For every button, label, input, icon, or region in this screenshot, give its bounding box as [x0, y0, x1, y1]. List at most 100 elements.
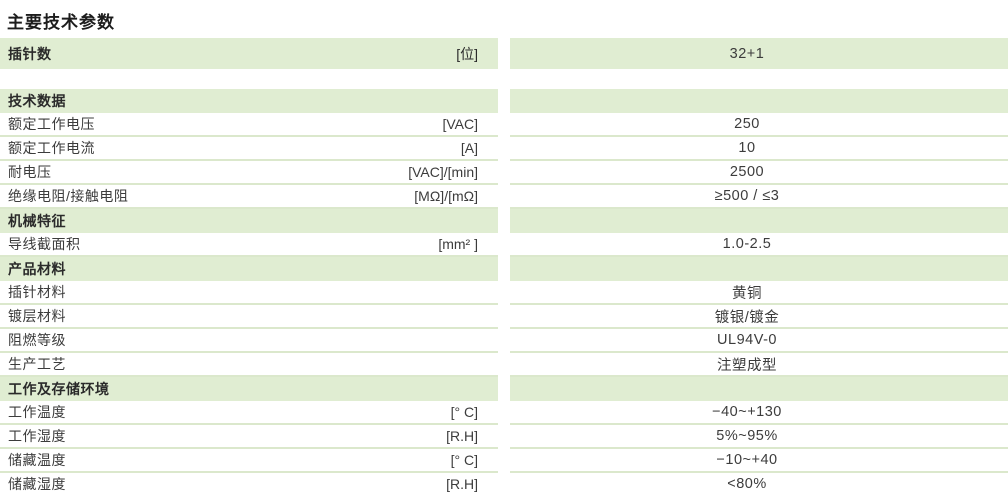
row-value-cell: 1.0-2.5 — [510, 233, 1008, 257]
row-label: 阻燃等级 — [8, 332, 66, 348]
table-row: 插针材料 黄铜 — [0, 281, 1008, 305]
row-value-cell: 32+1 — [510, 38, 1008, 69]
row-label: 工作温度 — [8, 404, 66, 420]
page-title: 主要技术参数 — [7, 13, 115, 32]
table-row: 储藏温度 [° C] −10~+40 — [0, 449, 1008, 473]
table-row: 绝缘电阻/接触电阻 [MΩ]/[mΩ] ≥500 / ≤3 — [0, 185, 1008, 209]
row-label-cell: 工作湿度 [R.H] — [0, 425, 498, 449]
row-label-cell: 插针数 [位] — [0, 38, 498, 69]
row-label-cell: 耐电压 [VAC]/[min] — [0, 161, 498, 185]
row-label-cell: 绝缘电阻/接触电阻 [MΩ]/[mΩ] — [0, 185, 498, 209]
row-value: −40~+130 — [712, 404, 782, 420]
table-row: 阻燃等级 UL94V-0 — [0, 329, 1008, 353]
column-gap — [498, 425, 510, 449]
row-label: 绝缘电阻/接触电阻 — [8, 188, 129, 204]
row-unit: [R.H] — [446, 476, 478, 492]
column-gap — [498, 233, 510, 257]
row-value: 2500 — [729, 164, 765, 180]
row-value-cell: 5%~95% — [510, 425, 1008, 449]
row-value: 10 — [738, 140, 756, 156]
table-row: 工作温度 [° C] −40~+130 — [0, 401, 1008, 425]
column-gap — [498, 38, 510, 69]
table-row: 生产工艺 注塑成型 — [0, 353, 1008, 377]
row-value: 注塑成型 — [717, 357, 777, 374]
row-unit: [R.H] — [446, 428, 478, 444]
row-label: 生产工艺 — [8, 356, 66, 372]
row-unit: [位] — [456, 45, 478, 62]
row-value-cell: 黄铜 — [510, 281, 1008, 305]
row-unit: [VAC] — [442, 116, 478, 132]
column-gap — [498, 185, 510, 209]
table-row: 工作湿度 [R.H] 5%~95% — [0, 425, 1008, 449]
row-label: 额定工作电流 — [8, 140, 95, 156]
section-header-label: 产品材料 — [8, 261, 66, 277]
row-value-cell — [510, 257, 1008, 281]
table-row: 耐电压 [VAC]/[min] 2500 — [0, 161, 1008, 185]
row-label: 储藏温度 — [8, 452, 66, 468]
row-value-cell — [510, 209, 1008, 233]
column-gap — [498, 113, 510, 137]
row-value-cell: UL94V-0 — [510, 329, 1008, 353]
row-value: 5%~95% — [716, 428, 778, 444]
table-row: 储藏湿度 [R.H] <80% — [0, 473, 1008, 494]
column-gap — [498, 137, 510, 161]
section-header-label: 工作及存储环境 — [8, 381, 110, 397]
column-gap — [498, 281, 510, 305]
spec-table: 插针数 [位] 32+1 技术数据 额定工作电压 [VAC] — [0, 38, 1008, 494]
row-value: 黄铜 — [732, 285, 762, 302]
table-row: 镀层材料 镀银/镀金 — [0, 305, 1008, 329]
row-unit: [MΩ]/[mΩ] — [414, 188, 478, 204]
column-gap — [498, 449, 510, 473]
row-label-cell: 镀层材料 — [0, 305, 498, 329]
section-header-row-mechanical: 机械特征 — [0, 209, 1008, 233]
table-row: 额定工作电压 [VAC] 250 — [0, 113, 1008, 137]
row-label-cell: 产品材料 — [0, 257, 498, 281]
row-value-cell: −10~+40 — [510, 449, 1008, 473]
row-unit: [mm² ] — [438, 236, 478, 252]
row-value-cell: −40~+130 — [510, 401, 1008, 425]
row-unit: [VAC]/[min] — [408, 164, 478, 180]
row-label-cell: 储藏湿度 [R.H] — [0, 473, 498, 494]
row-label-cell: 导线截面积 [mm² ] — [0, 233, 498, 257]
row-value: 250 — [734, 116, 760, 132]
row-label: 耐电压 — [8, 164, 52, 180]
row-value-cell: 250 — [510, 113, 1008, 137]
row-label-cell: 技术数据 — [0, 89, 498, 113]
table-row: 额定工作电流 [A] 10 — [0, 137, 1008, 161]
row-label: 工作湿度 — [8, 428, 66, 444]
row-value: −10~+40 — [716, 452, 778, 468]
row-value: 32+1 — [729, 45, 765, 62]
column-gap — [498, 161, 510, 185]
column-gap — [498, 89, 510, 113]
column-gap — [498, 257, 510, 281]
spacer-row — [0, 69, 1008, 89]
column-gap — [498, 473, 510, 494]
section-header-label: 机械特征 — [8, 213, 66, 229]
row-label: 储藏湿度 — [8, 476, 66, 492]
column-gap — [498, 401, 510, 425]
row-label-cell: 工作及存储环境 — [0, 377, 498, 401]
column-gap — [498, 329, 510, 353]
row-value-cell: ≥500 / ≤3 — [510, 185, 1008, 209]
row-value-cell: 镀银/镀金 — [510, 305, 1008, 329]
row-unit: [° C] — [450, 404, 478, 420]
row-value: <80% — [727, 476, 767, 492]
row-unit: [° C] — [450, 452, 478, 468]
row-label-cell: 工作温度 [° C] — [0, 401, 498, 425]
row-label-cell: 额定工作电压 [VAC] — [0, 113, 498, 137]
row-value: ≥500 / ≤3 — [714, 188, 780, 204]
row-label-cell: 额定工作电流 [A] — [0, 137, 498, 161]
column-gap — [498, 305, 510, 329]
row-label-cell: 阻燃等级 — [0, 329, 498, 353]
section-header-row-materials: 产品材料 — [0, 257, 1008, 281]
row-label: 额定工作电压 — [8, 116, 95, 132]
row-value-cell: 10 — [510, 137, 1008, 161]
row-value-cell: <80% — [510, 473, 1008, 494]
row-label: 镀层材料 — [8, 308, 66, 324]
row-value-cell — [510, 89, 1008, 113]
row-value-cell: 注塑成型 — [510, 353, 1008, 377]
column-gap — [498, 377, 510, 401]
row-value: UL94V-0 — [717, 332, 777, 348]
table-row: 导线截面积 [mm² ] 1.0-2.5 — [0, 233, 1008, 257]
